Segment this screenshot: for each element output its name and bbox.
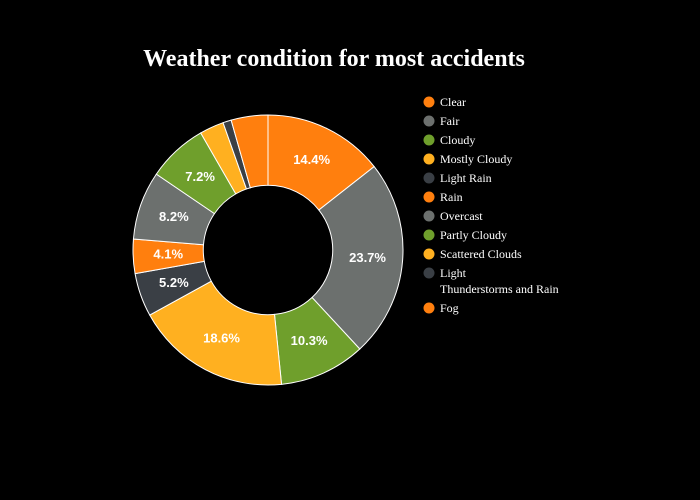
legend-item-light-rain[interactable]: Light Rain [423, 171, 492, 185]
legend[interactable]: Clear Fair Cloudy Mostly Cloudy Light Rain Ra… [423, 95, 559, 315]
legend-label: Thunderstorms and Rain [440, 282, 559, 296]
legend-marker [423, 191, 435, 203]
legend-label: Scattered Clouds [440, 247, 522, 261]
legend-item-rain[interactable]: Rain [423, 190, 463, 204]
legend-label: Rain [440, 190, 463, 204]
legend-marker [423, 134, 435, 146]
legend-label: Partly Cloudy [440, 228, 507, 242]
legend-item-fog[interactable]: Fog [423, 301, 459, 315]
legend-label: Light [440, 266, 467, 280]
slice-label-light-rain: 5.2% [159, 275, 189, 290]
pie-slice-fair[interactable] [311, 165, 404, 350]
legend-item-scattered-clouds[interactable]: Scattered Clouds [423, 247, 522, 261]
legend-marker [423, 229, 435, 241]
slice-label-fair: 23.7% [349, 250, 386, 265]
legend-label: Light Rain [440, 171, 492, 185]
legend-item-mostly-cloudy[interactable]: Mostly Cloudy [423, 152, 513, 166]
slice-label-clear: 14.4% [293, 152, 330, 167]
legend-marker [423, 115, 435, 127]
slice-label-partly-cloudy: 7.2% [185, 169, 215, 184]
slice-label-mostly-cloudy: 18.6% [203, 330, 240, 345]
slice-labels-group: 14.4% 23.7% 10.3% 18.6% 5.2% 4.1% 8.2% 7.2% [153, 152, 386, 348]
legend-label: Clear [440, 95, 466, 109]
slice-label-rain: 4.1% [153, 247, 183, 262]
legend-marker [423, 302, 435, 314]
pie-slice-mostly-cloudy[interactable] [149, 280, 283, 386]
slice-label-cloudy: 10.3% [291, 333, 328, 348]
slices-group [132, 114, 404, 386]
pie-slice-fog[interactable] [230, 114, 269, 189]
legend-label: Mostly Cloudy [440, 152, 512, 166]
legend-label: Fog [440, 301, 459, 315]
legend-label: Fair [440, 114, 459, 128]
legend-marker [423, 267, 435, 279]
legend-item-partly-cloudy[interactable]: Partly Cloudy [423, 228, 508, 242]
legend-item-overcast[interactable]: Overcast [423, 209, 484, 223]
legend-marker [423, 172, 435, 184]
legend-item-light-thunderstorms-and-rain[interactable]: Light Thunderstorms and Rain [423, 266, 559, 296]
chart-title: Weather condition for most accidents [143, 46, 525, 72]
legend-item-clear[interactable]: Clear [423, 95, 467, 109]
slice-label-overcast: 8.2% [159, 209, 189, 224]
legend-item-cloudy[interactable]: Cloudy [423, 133, 476, 147]
legend-label: Cloudy [440, 133, 475, 147]
legend-marker [423, 210, 435, 222]
legend-marker [423, 153, 435, 165]
legend-label: Overcast [440, 209, 483, 223]
legend-marker [423, 248, 435, 260]
legend-item-fair[interactable]: Fair [423, 114, 460, 128]
legend-marker [423, 96, 435, 108]
